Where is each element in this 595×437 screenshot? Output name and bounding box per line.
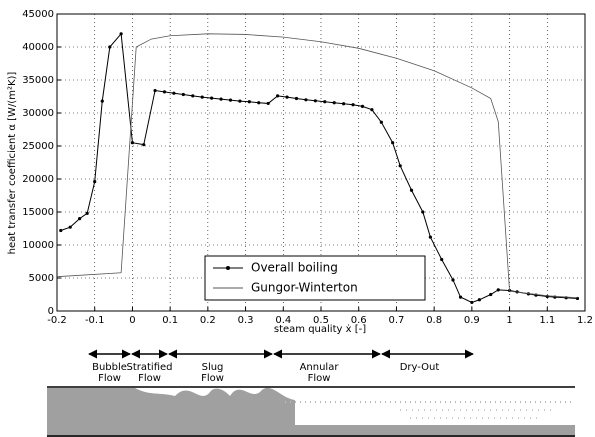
- data-point: [332, 101, 336, 105]
- y-tick-label: 0: [48, 306, 54, 317]
- data-point: [266, 101, 270, 106]
- pipe-diagram: [47, 386, 575, 437]
- data-point: [108, 45, 112, 49]
- data-point: [470, 300, 474, 305]
- y-tick-label: 20000: [22, 174, 54, 185]
- y-tick-label: 10000: [22, 240, 54, 251]
- data-point: [304, 98, 308, 102]
- data-point: [323, 100, 327, 104]
- data-point: [219, 97, 223, 101]
- regime-label: Flow: [201, 373, 224, 384]
- regime-label: Annular: [300, 362, 340, 373]
- data-point: [257, 101, 261, 105]
- regime-label: Flow: [308, 373, 331, 384]
- x-tick-label: 1: [506, 315, 512, 326]
- data-point: [247, 100, 251, 104]
- data-point: [59, 228, 63, 233]
- x-tick-label: 0.5: [313, 315, 329, 326]
- data-point: [421, 210, 425, 214]
- data-point: [119, 32, 123, 36]
- y-tick-label: 40000: [22, 42, 54, 53]
- x-tick-label: 0.3: [238, 315, 254, 326]
- data-point: [398, 164, 402, 168]
- data-point: [496, 288, 500, 292]
- data-point: [85, 211, 89, 215]
- y-tick-label: 45000: [22, 9, 54, 20]
- data-point: [238, 99, 242, 103]
- data-point: [276, 94, 280, 98]
- regime-label: Dry-Out: [400, 362, 440, 373]
- legend-label: Gungor-Winterton: [251, 281, 358, 295]
- x-tick-label: 0.7: [388, 315, 404, 326]
- y-tick-label: 25000: [22, 141, 54, 152]
- x-tick-label: -0.1: [85, 315, 105, 326]
- legend-box: [204, 255, 426, 301]
- data-point: [142, 143, 146, 147]
- data-point: [428, 235, 432, 239]
- x-axis-label: steam quality ẋ [-]: [274, 324, 366, 335]
- data-point: [379, 120, 383, 124]
- data-point: [370, 108, 374, 112]
- data-point: [93, 180, 97, 184]
- data-point: [68, 225, 72, 229]
- x-tick-label: 1.2: [577, 315, 593, 326]
- data-point: [285, 95, 289, 99]
- y-tick-label: 5000: [29, 273, 54, 284]
- data-point: [351, 103, 355, 107]
- legend-marker: [226, 266, 230, 270]
- data-point: [228, 98, 233, 102]
- x-tick-label: 0.9: [464, 315, 480, 326]
- regime-label: Bubble: [92, 362, 127, 373]
- data-point: [200, 95, 204, 99]
- x-tick-label: 0.1: [162, 315, 178, 326]
- y-tick-label: 15000: [22, 207, 54, 218]
- regime-label: Slug: [202, 362, 224, 373]
- data-point: [100, 99, 104, 103]
- series-line: [56, 33, 578, 299]
- data-point: [210, 96, 214, 100]
- data-point: [172, 91, 176, 95]
- data-point: [162, 90, 167, 94]
- data-point: [391, 141, 395, 145]
- regime-label: Flow: [138, 373, 161, 384]
- data-point: [130, 141, 135, 145]
- x-tick-label: 0.6: [351, 315, 367, 326]
- x-tick-label: 1.1: [539, 315, 555, 326]
- data-point: [78, 217, 82, 221]
- data-point: [313, 99, 317, 103]
- x-tick-label: 0.8: [426, 315, 442, 326]
- legend-label: Overall boiling: [251, 261, 338, 275]
- data-point: [191, 94, 195, 98]
- data-point: [360, 104, 365, 108]
- data-point: [440, 257, 444, 262]
- y-tick-label: 30000: [22, 108, 54, 119]
- x-tick-label: 0.4: [275, 315, 291, 326]
- x-tick-label: 0.2: [200, 315, 216, 326]
- regime-label: Flow: [98, 373, 121, 384]
- plot-frame: [56, 13, 586, 312]
- data-point: [181, 92, 185, 97]
- data-point: [153, 88, 157, 93]
- data-point: [294, 96, 299, 101]
- data-point: [477, 298, 481, 302]
- data-point: [489, 292, 493, 297]
- data-point: [342, 102, 346, 106]
- data-point: [409, 188, 414, 192]
- data-point: [451, 278, 455, 282]
- x-tick-label: 0: [129, 315, 135, 326]
- data-point: [458, 295, 463, 299]
- y-tick-label: 35000: [22, 75, 54, 86]
- x-tick-label: -0.2: [47, 315, 67, 326]
- regime-label: Stratified: [126, 362, 172, 373]
- y-axis-label: heat transfer coefficient α [W/(m²K)]: [7, 72, 18, 255]
